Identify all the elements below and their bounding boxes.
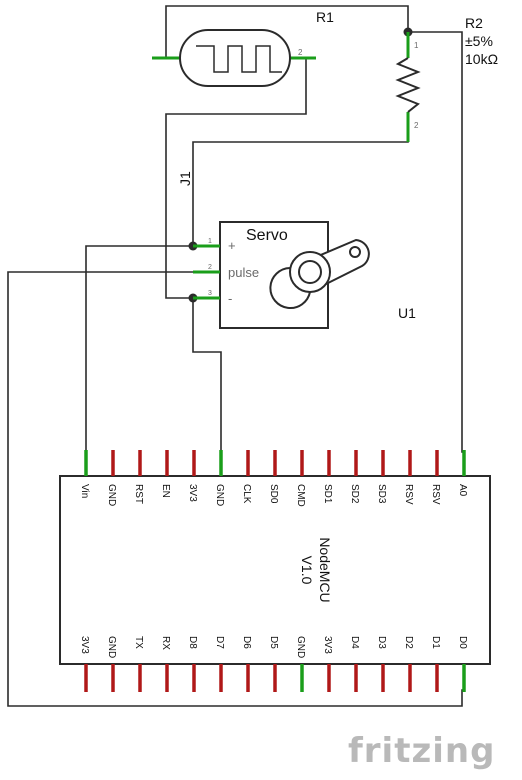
nodemcu-bottom-pins: 3V3 GND TX RX D8 D7 D6 D5 GND 3V3 D4 D3 D2 D1 D0 [79, 636, 468, 692]
pin-label-d6: D6 [241, 636, 252, 649]
fritzing-logo: fritzing [348, 731, 495, 771]
photoresistor-track [196, 45, 282, 73]
pin-label-rsv: RSV [403, 484, 414, 505]
servo-pin3-num: 3 [208, 290, 212, 297]
pin-label-sd2: SD2 [349, 484, 360, 504]
pin-label-cmd: CMD [295, 484, 306, 507]
pin-label-sd1: SD1 [322, 484, 333, 504]
pin-label-sd3: SD3 [376, 484, 387, 504]
wire-r1-top [165, 5, 409, 59]
pin-label-d4: D4 [349, 636, 360, 649]
pin-label-gnd: GND [214, 484, 225, 506]
r2-pin1-label: 1 [414, 41, 419, 50]
pin-label-rsv: RSV [430, 484, 441, 505]
nodemcu-board[interactable]: Vin GND RST EN 3V3 GND CLK SD0 CMD SD1 SD2 SD3 RSV RS… [59, 450, 491, 692]
r2-resistance-label: 10kΩ [465, 51, 498, 67]
pin-label-d3: D3 [376, 636, 387, 649]
pin-label-d0: D0 [457, 636, 468, 649]
u1-ref-label: U1 [398, 305, 416, 321]
pin-label-rx: RX [160, 636, 171, 650]
wire-r2-to-a0 [407, 31, 463, 453]
nodemcu-top-pins: Vin GND RST EN 3V3 GND CLK SD0 CMD SD1 SD2 SD3 RSV RS… [79, 450, 468, 507]
pin-label-vin: Vin [79, 484, 90, 498]
pin-label-d7: D7 [214, 636, 225, 649]
nodemcu-name: NodeMCU [317, 537, 333, 602]
resistor-r2[interactable]: 1 2 R2 ±5% 10kΩ [395, 15, 498, 142]
pin-label-gnd: GND [106, 636, 117, 658]
pin-label-d5: D5 [268, 636, 279, 649]
r2-ref-label: R2 [465, 15, 483, 31]
wire-servo-pulse-d0 [7, 271, 463, 707]
servo-pin2-num: 2 [208, 264, 212, 271]
pin-label-tx: TX [133, 636, 144, 649]
wire-servo-plus-vin [85, 245, 194, 453]
r1-ref-label: R1 [316, 9, 334, 25]
pin-label-3v3: 3V3 [322, 636, 333, 654]
servo-pulse-label: pulse [228, 265, 259, 280]
pin-label-gnd: GND [295, 636, 306, 658]
wire-r2-bottom [192, 141, 409, 247]
pin-label-gnd: GND [106, 484, 117, 506]
servo-motor[interactable]: Servo 1 2 3 + pulse - [193, 221, 370, 329]
wire-servo-minus-gnd [192, 297, 222, 453]
r2-tolerance-label: ±5% [465, 33, 493, 49]
servo-horn-icon [269, 238, 370, 309]
j1-ref-label: J1 [177, 171, 193, 186]
servo-plus-label: + [228, 238, 236, 253]
pin-label-a0: A0 [457, 484, 468, 497]
resistor-zigzag [395, 57, 421, 113]
pin-label-d2: D2 [403, 636, 414, 649]
pin-label-d8: D8 [187, 636, 198, 649]
pin-label-3v3: 3V3 [79, 636, 90, 654]
r1-pin2-label: 2 [298, 48, 303, 57]
pin-label-rst: RST [133, 484, 144, 504]
pin-label-d1: D1 [430, 636, 441, 649]
pin-label-sd0: SD0 [268, 484, 279, 504]
pin-label-3v3: 3V3 [187, 484, 198, 502]
photoresistor-r1[interactable]: 2 R1 [152, 9, 334, 87]
nodemcu-version: V1.0 [299, 556, 315, 585]
r2-pin2-label: 2 [414, 121, 419, 130]
pin-label-clk: CLK [241, 484, 252, 504]
servo-title: Servo [246, 227, 288, 244]
servo-minus-label: - [228, 291, 232, 306]
pin-label-en: EN [160, 484, 171, 498]
servo-pin1-num: 1 [208, 238, 212, 245]
